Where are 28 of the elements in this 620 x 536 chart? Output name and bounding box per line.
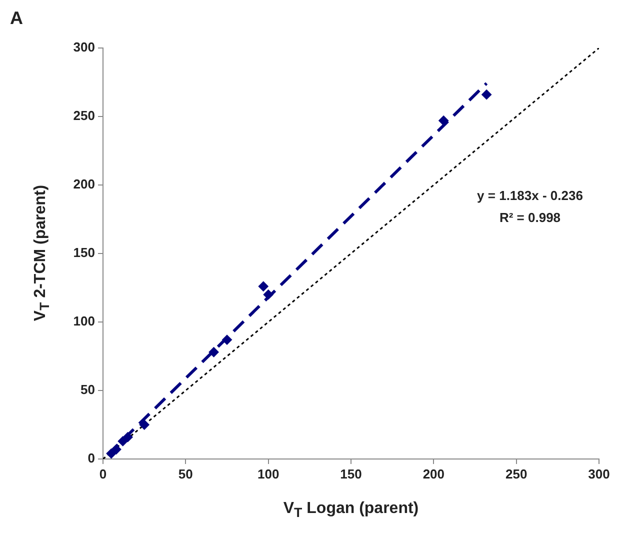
x-tick-label: 100 [257, 466, 280, 482]
y-tick-label: 0 [88, 450, 95, 466]
point [118, 436, 128, 446]
y-tick-label: 150 [73, 245, 95, 260]
x-tick-label: 200 [422, 466, 445, 482]
x-tick-label: 0 [99, 466, 107, 482]
annotation: y = 1.183x - 0.236 [477, 188, 583, 203]
y-tick-label: 50 [80, 382, 95, 398]
point [258, 281, 268, 292]
x-tick-label: 300 [588, 466, 610, 482]
point [222, 334, 232, 345]
annotation: R² = 0.998 [499, 210, 561, 225]
x-tick-label: 250 [505, 466, 528, 482]
chart-title: A [10, 8, 23, 29]
x-axis-title: V$_{T}$ Logan (parent) [283, 500, 419, 520]
point [438, 116, 449, 126]
point [263, 290, 274, 300]
point [122, 432, 133, 442]
point [208, 347, 219, 358]
y-tick-label: 300 [73, 40, 95, 55]
y-tick-label: 250 [73, 108, 95, 124]
x-tick-label: 50 [178, 466, 193, 482]
y-tick-label: 200 [73, 176, 95, 192]
point [482, 90, 492, 100]
y-tick-label: 100 [73, 314, 95, 329]
point [139, 420, 150, 430]
point [111, 444, 122, 454]
x-tick-label: 150 [340, 466, 362, 482]
